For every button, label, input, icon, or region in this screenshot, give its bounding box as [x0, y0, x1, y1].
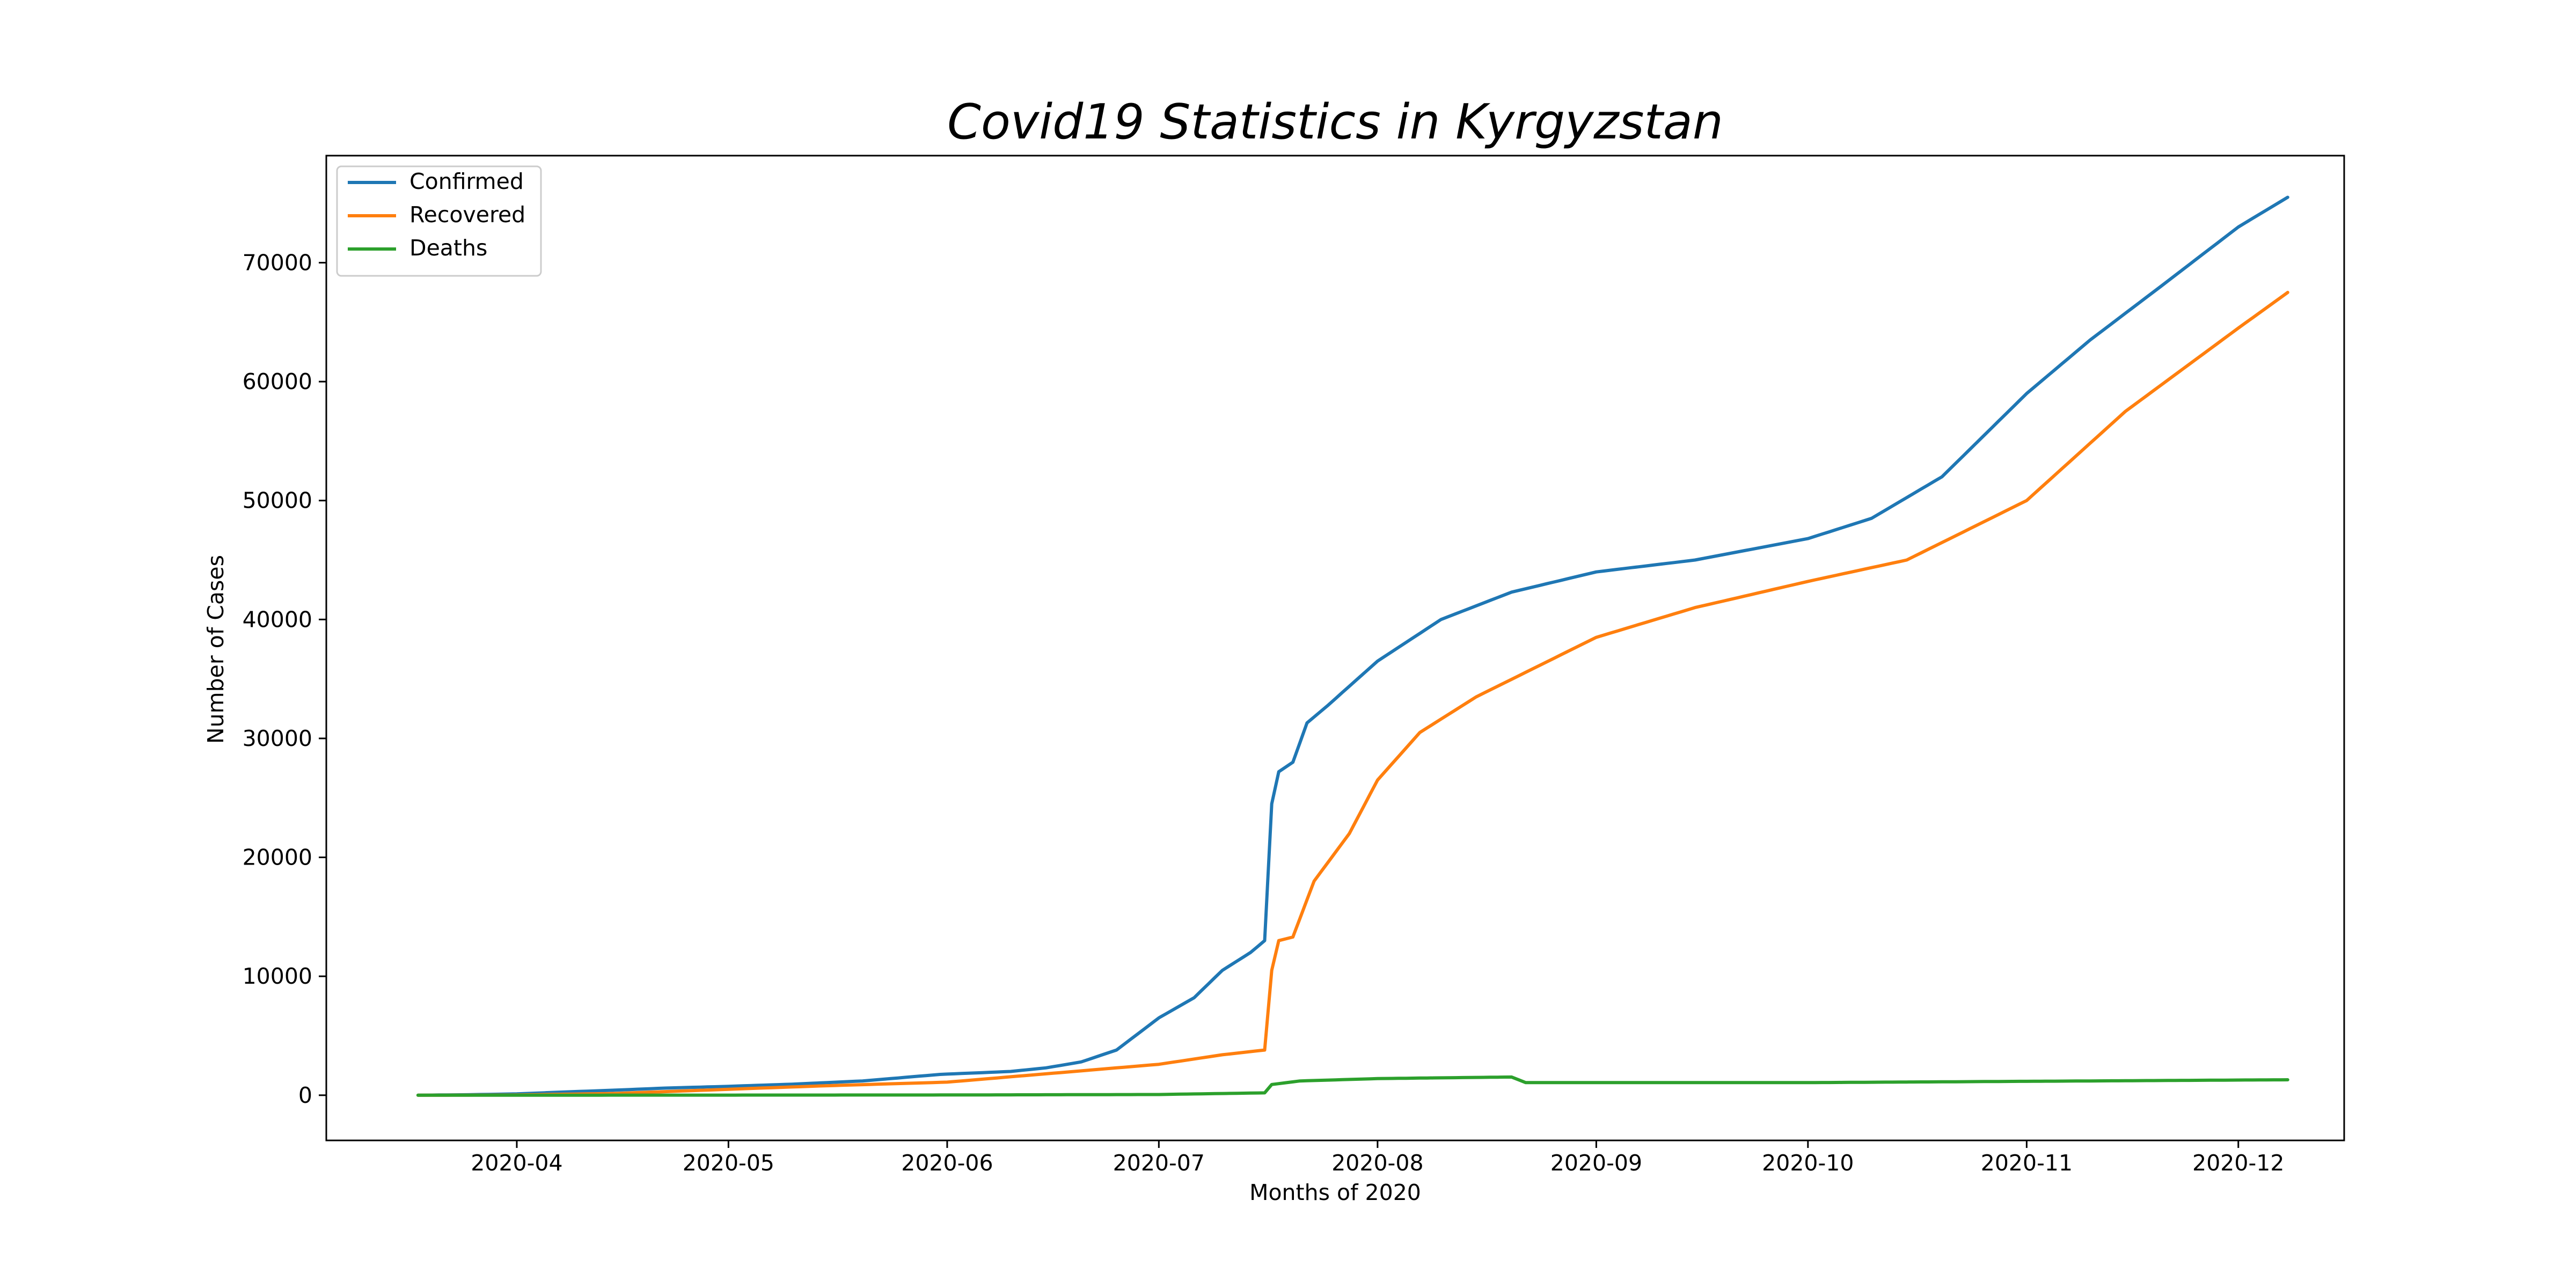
x-tick-label: 2020-04 [471, 1150, 562, 1176]
series-line-deaths [416, 1075, 2289, 1097]
y-tick-label: 70000 [243, 250, 312, 275]
x-tick-label: 2020-06 [901, 1150, 993, 1176]
y-tick-label: 0 [298, 1082, 312, 1108]
series-line-confirmed [416, 195, 2289, 1097]
plot-frame [325, 155, 2345, 1141]
y-tick-label: 30000 [243, 726, 312, 751]
series-line-recovered [416, 290, 2289, 1097]
x-tick-label: 2020-05 [683, 1150, 774, 1176]
chart-title: Covid19 Statistics in Kyrgyzstan [947, 94, 1723, 150]
y-tick-label: 40000 [243, 606, 312, 632]
legend-label: Confirmed [409, 169, 524, 194]
x-tick-label: 2020-08 [1331, 1150, 1423, 1176]
legend-label: Deaths [409, 235, 487, 261]
x-tick-label: 2020-10 [1762, 1150, 1854, 1176]
x-axis-label: Months of 2020 [1249, 1180, 1421, 1205]
x-tick-label: 2020-07 [1113, 1150, 1205, 1176]
x-tick-label: 2020-11 [1981, 1150, 2073, 1176]
plot-area: 2020-04 2020-05 2020-06 2020-07 2020-08 2020-… [243, 155, 2345, 1176]
x-tick-label: 2020-12 [2192, 1150, 2284, 1176]
x-tick-label: 2020-09 [1550, 1150, 1642, 1176]
legend-label: Recovered [409, 202, 525, 228]
y-tick-label: 50000 [243, 488, 312, 514]
y-tick-label: 10000 [243, 963, 312, 989]
legend: Confirmed Recovered Deaths [336, 165, 542, 277]
y-axis-label: Number of Cases [203, 555, 229, 744]
y-tick-label: 20000 [243, 845, 312, 870]
y-tick-label: 60000 [243, 369, 312, 394]
